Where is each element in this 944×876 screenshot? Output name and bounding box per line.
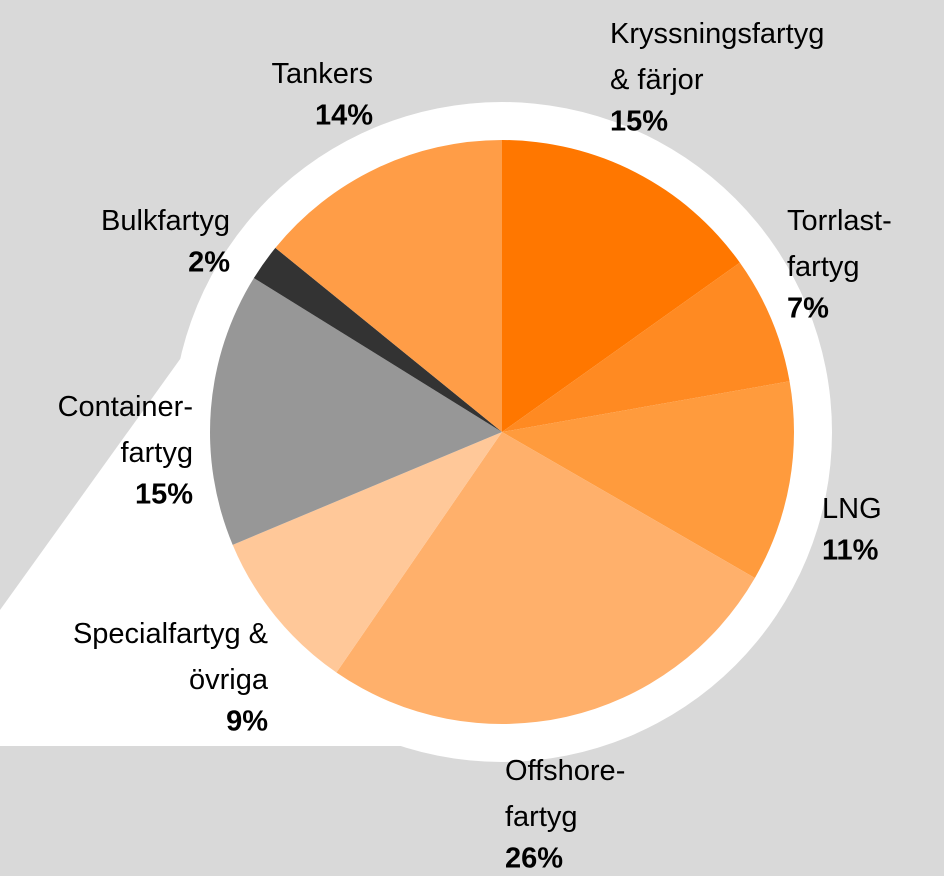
label-line: Torrlast- <box>787 205 892 237</box>
pie-slice <box>502 140 740 432</box>
label-line: Offshore- <box>505 755 625 787</box>
label-line: & färjor <box>610 64 704 96</box>
value-label: 26% <box>505 843 563 875</box>
slice-label: LNG <box>822 493 882 525</box>
value-label: 15% <box>610 106 668 138</box>
slice-label: Torrlast-fartyg <box>787 205 892 283</box>
value-label: 15% <box>135 479 193 511</box>
slice-label: Bulkfartyg <box>101 205 230 237</box>
pie-slice <box>275 140 502 432</box>
pie-slice <box>502 262 790 432</box>
label-line: Container- <box>58 391 193 423</box>
value-label: 11% <box>822 535 879 567</box>
label-line: fartyg <box>120 437 193 469</box>
pie-slice <box>336 432 755 724</box>
label-line: Bulkfartyg <box>101 205 230 237</box>
value-label: 2% <box>188 247 230 279</box>
pie-slice <box>232 432 502 673</box>
value-label: 14% <box>315 100 373 132</box>
label-line: Kryssningsfartyg <box>610 18 824 50</box>
slice-label: Tankers <box>271 58 373 90</box>
slice-label: Specialfartyg & övriga <box>73 618 269 696</box>
label-line: Specialfartyg & <box>73 618 268 650</box>
value-label: 9% <box>226 706 268 738</box>
pie-slice <box>253 247 502 432</box>
label-line: Tankers <box>271 58 373 90</box>
pie-slice <box>209 278 502 545</box>
pie-slice <box>502 381 794 578</box>
label-line: övriga <box>189 664 269 696</box>
slice-label: Offshore-fartyg <box>505 755 625 833</box>
slice-label: Container-fartyg <box>58 391 193 469</box>
slice-label: Kryssningsfartyg & färjor <box>610 18 824 96</box>
label-line: LNG <box>822 493 882 525</box>
label-line: fartyg <box>787 251 860 283</box>
value-label: 7% <box>787 293 829 325</box>
label-line: fartyg <box>505 801 578 833</box>
